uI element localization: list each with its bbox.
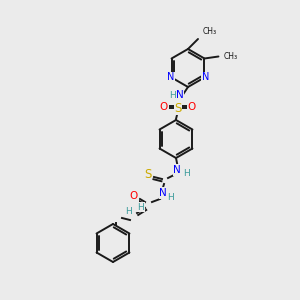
Text: N: N — [176, 90, 184, 100]
Text: O: O — [188, 102, 196, 112]
Text: H: H — [138, 202, 144, 211]
Text: H: H — [168, 193, 174, 202]
Text: N: N — [202, 73, 209, 82]
Text: H: H — [124, 208, 131, 217]
Text: CH₃: CH₃ — [224, 52, 238, 61]
Text: S: S — [174, 101, 182, 115]
Text: N: N — [167, 73, 174, 82]
Text: N: N — [173, 165, 181, 175]
Text: O: O — [160, 102, 168, 112]
Text: S: S — [144, 169, 152, 182]
Text: H: H — [169, 91, 176, 100]
Text: CH₃: CH₃ — [203, 27, 217, 36]
Text: H: H — [183, 169, 189, 178]
Text: O: O — [130, 191, 138, 201]
Text: N: N — [159, 188, 167, 198]
